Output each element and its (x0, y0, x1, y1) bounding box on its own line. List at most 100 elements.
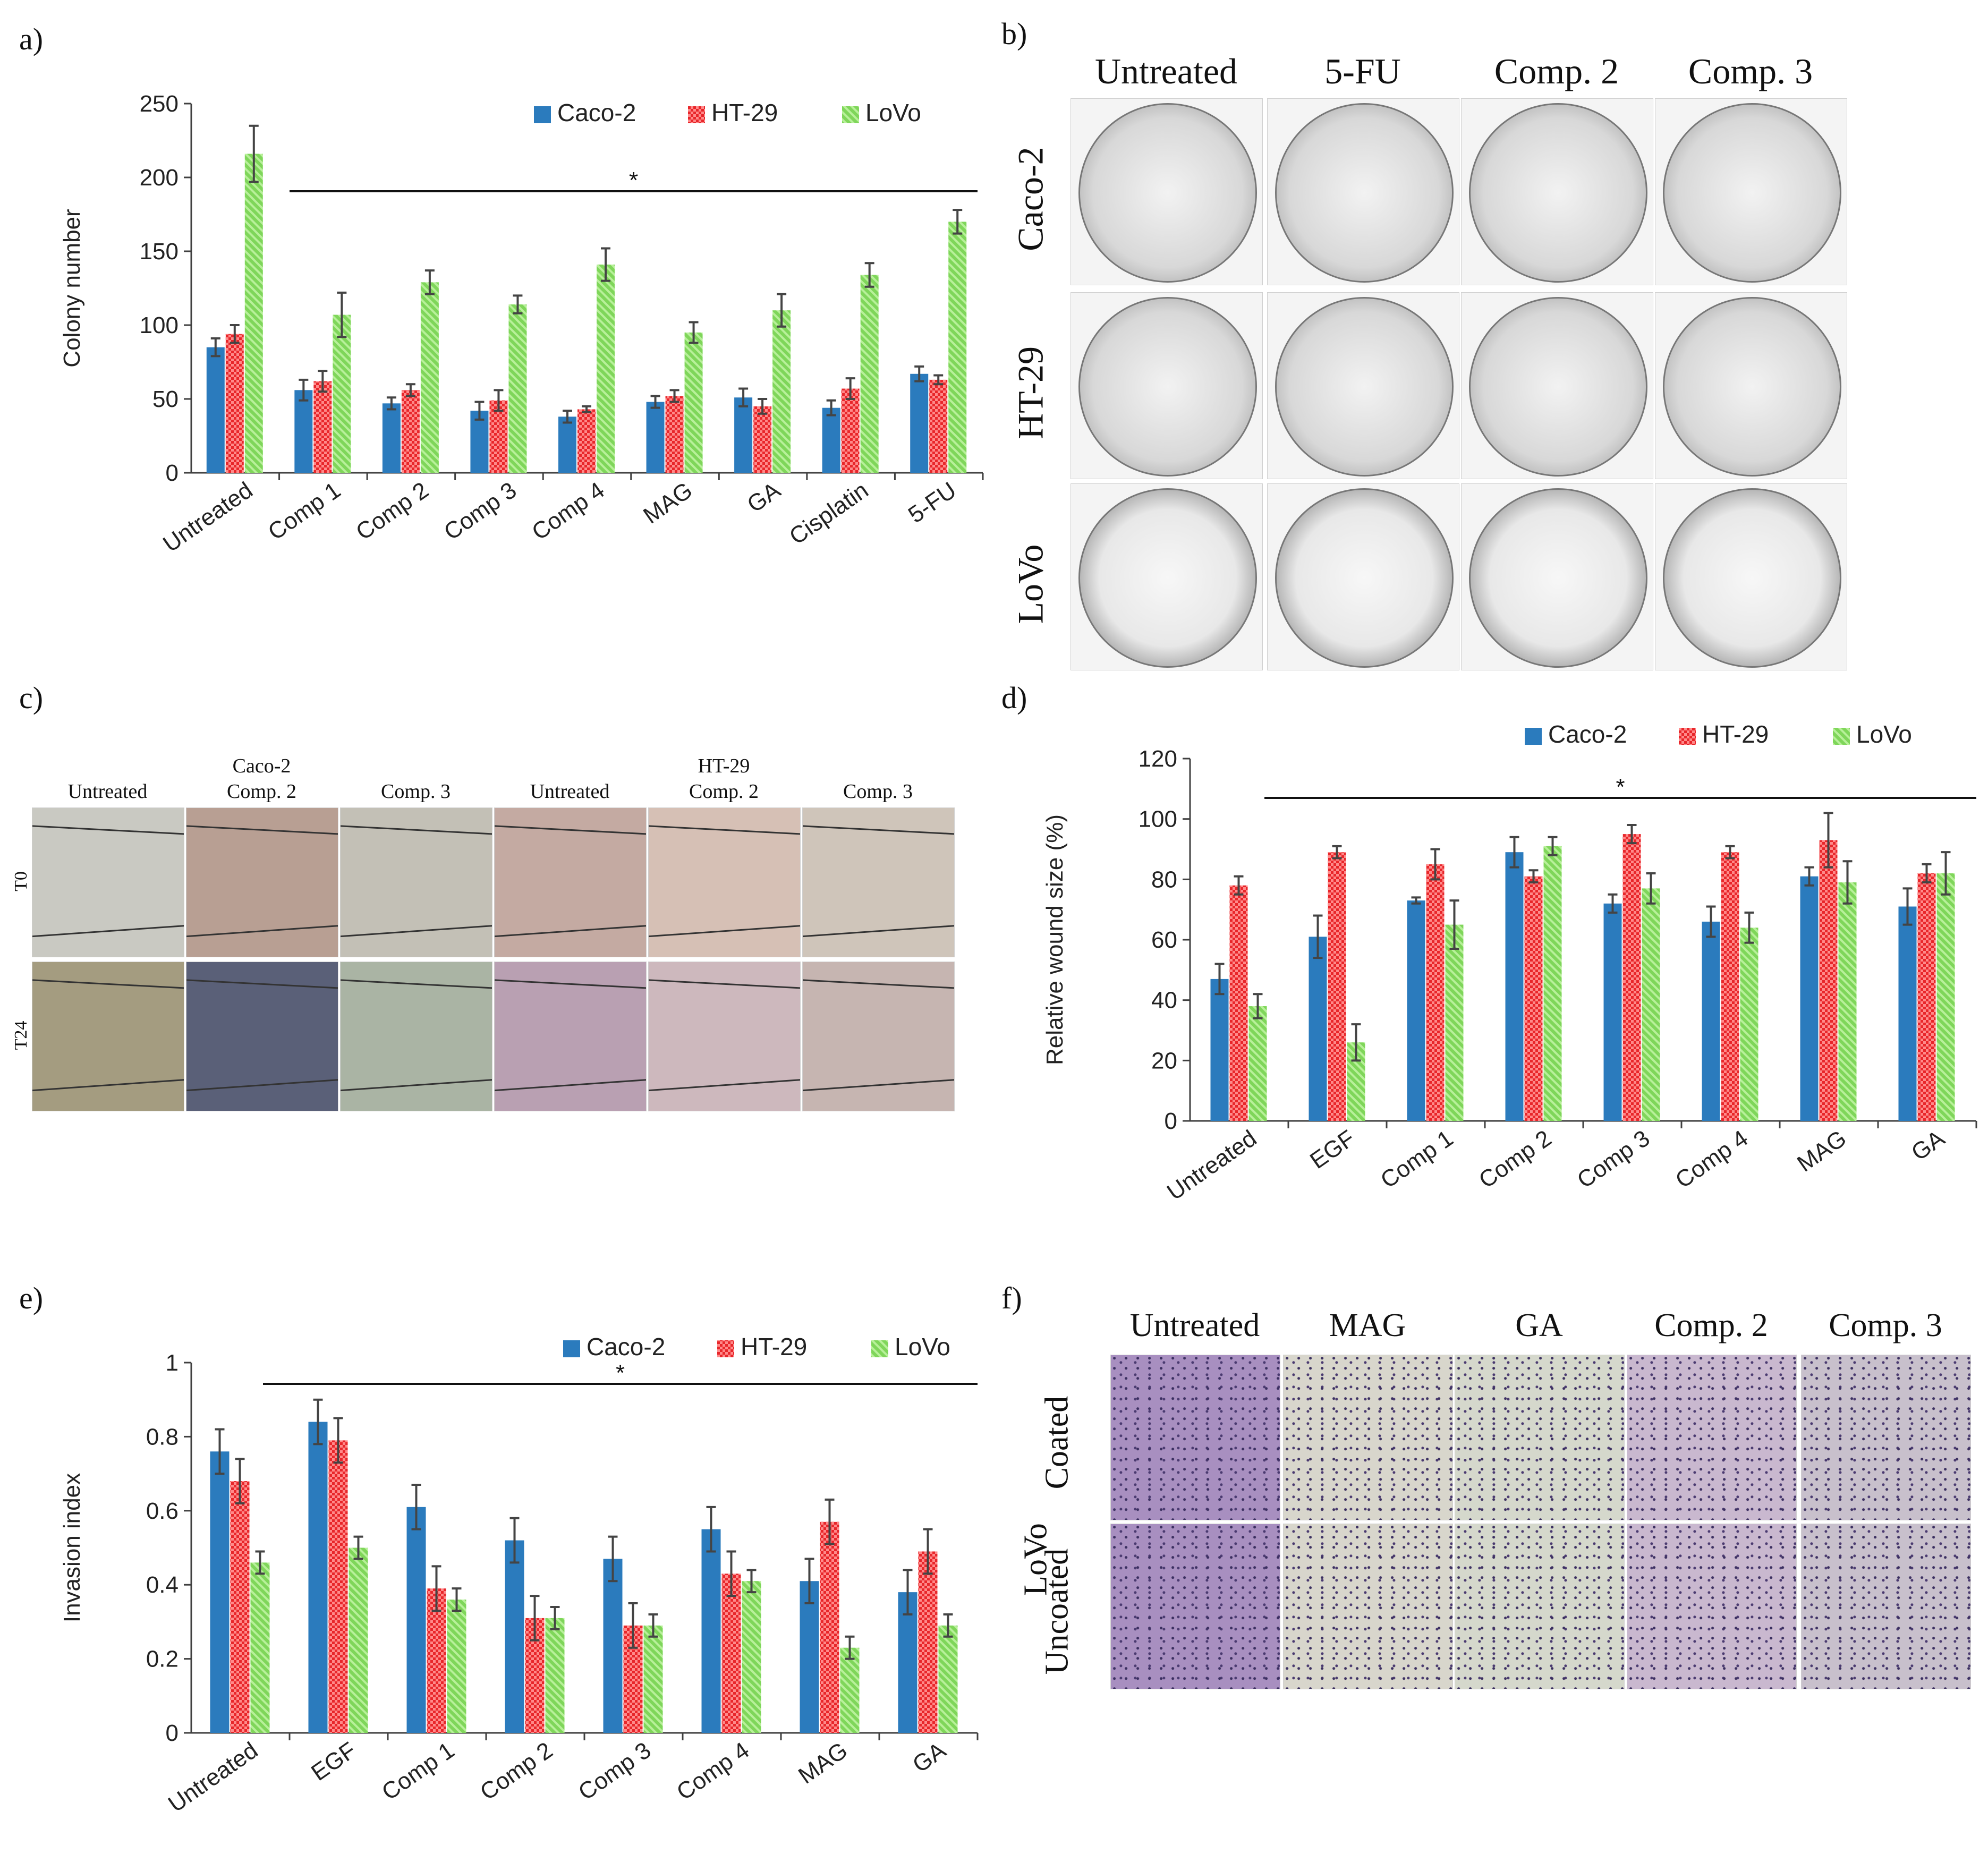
bar-caco-2-cisplatin (822, 407, 840, 473)
bar-caco-2-comp-2 (382, 403, 401, 473)
legend-label: LoVo (1856, 720, 1912, 748)
y-tick-label: 0 (166, 1720, 179, 1746)
group-label-ht29: HT-29 (698, 755, 750, 777)
bar-caco-2-ga (734, 397, 753, 473)
bar-ht-29-comp-4 (577, 409, 596, 473)
x-tick-label: Comp 3 (439, 477, 521, 546)
bar-caco-2-mag (646, 402, 665, 473)
invasion-micrograph-grid: Untreated MAG GA Comp. 2 Comp. 3 LoVo Coated Un… (1009, 1296, 1988, 1806)
legend-swatch (534, 106, 551, 123)
wound-edge-line (803, 1078, 954, 1092)
wound-edge-line (803, 824, 954, 836)
x-tick-label: Comp 3 (1573, 1125, 1654, 1194)
colony-plate-image (1071, 483, 1263, 670)
wound-edge-line (649, 824, 800, 836)
y-tick-label: 200 (140, 165, 179, 191)
invasion-column-header: MAG (1329, 1307, 1406, 1343)
x-tick-label: EGF (307, 1737, 361, 1786)
bar-caco-2-comp-1 (1407, 900, 1425, 1121)
x-tick-label: MAG (1792, 1125, 1851, 1177)
invasion-micrograph (1627, 1355, 1797, 1520)
legend-label: Caco-2 (1548, 720, 1627, 748)
wound-edge-line (649, 1078, 800, 1092)
culture-dish (1663, 297, 1841, 477)
plate-row-header: LoVo (1010, 544, 1051, 624)
invasion-micrograph (1283, 1355, 1453, 1520)
wound-edge-line (32, 1078, 184, 1092)
invasion-column-header: GA (1515, 1307, 1563, 1343)
panel-a-letter: a) (19, 22, 44, 56)
wound-micrograph (494, 962, 647, 1111)
bar-lovo-untreated (250, 1562, 270, 1733)
colony-plate-image (1267, 292, 1459, 479)
invasion-index-chart: 0 0.2 0.4 0.6 0.8 1 Invasion index Untreated EGF… (59, 1333, 979, 1817)
legend-swatch (871, 1340, 888, 1357)
wound-edge-line (495, 824, 646, 836)
legend-label: LoVo (865, 99, 921, 126)
x-tick-label: 5-FU (904, 477, 961, 528)
bar-lovo-comp-3 (508, 304, 527, 473)
y-tick-label: 60 (1151, 927, 1177, 953)
wound-micrograph (648, 807, 801, 957)
invasion-micrograph (1627, 1524, 1797, 1689)
wound-edge-line (186, 1078, 338, 1092)
x-tick-label: MAG (639, 477, 697, 529)
wound-micrograph (32, 807, 184, 957)
bar-caco-2-ga (1898, 906, 1917, 1121)
x-tick-label: Untreated (1162, 1125, 1261, 1205)
bar-ht-29-comp-2 (401, 390, 420, 473)
wound-edge-line (186, 824, 338, 836)
culture-dish (1078, 488, 1257, 668)
bar-lovo-comp-1 (333, 314, 351, 473)
bar-lovo-egf (349, 1547, 368, 1733)
wound-column-header: Untreated (67, 780, 148, 803)
bar-lovo-ga (938, 1625, 958, 1733)
wound-healing-grid: Caco-2 HT-29 Untreated Comp. 2 Comp. 3 Untrea… (11, 754, 993, 1147)
x-tick-label: GA (908, 1737, 951, 1778)
wound-micrograph (802, 807, 955, 957)
bar-ht-29-untreated (1229, 885, 1248, 1121)
legend-swatch (842, 106, 859, 123)
y-tick-label: 80 (1151, 866, 1177, 892)
bar-lovo-comp-3 (1642, 888, 1660, 1121)
bar-caco-2-comp-2 (505, 1540, 524, 1733)
bar-lovo-mag (684, 332, 703, 473)
wound-edge-line (495, 979, 646, 990)
culture-dish (1469, 103, 1647, 283)
wound-edge-line (495, 924, 646, 938)
x-tick-label: Comp 4 (527, 477, 609, 546)
y-tick-label: 100 (1139, 806, 1177, 832)
x-tick-label: Comp 4 (672, 1737, 754, 1806)
bar-lovo-comp-4 (597, 265, 615, 473)
panel-c-letter: c) (19, 681, 44, 715)
invasion-row-header: Uncoated (1039, 1548, 1075, 1675)
colony-plate-image (1461, 292, 1653, 479)
bar-ht-29-comp-2 (1524, 876, 1543, 1121)
wound-column-header: Comp. 3 (381, 780, 451, 803)
bar-lovo-untreated (1248, 1006, 1267, 1121)
bar-lovo-comp-4 (1740, 928, 1758, 1121)
wound-edge-line (803, 924, 954, 938)
wound-edge-line (32, 924, 184, 938)
legend-label: LoVo (895, 1333, 950, 1360)
bar-ht-29-comp-3 (489, 400, 508, 473)
wound-micrograph (32, 962, 184, 1111)
invasion-micrograph (1110, 1355, 1280, 1520)
culture-dish (1275, 488, 1454, 668)
x-tick-label: Untreated (158, 477, 257, 557)
bar-ht-29-comp-1 (1426, 864, 1445, 1121)
bar-caco-2-ga (898, 1592, 917, 1733)
bar-ht-29-comp-4 (1721, 852, 1739, 1121)
x-tick-label: Comp 1 (377, 1737, 459, 1806)
bar-caco-2-untreated (210, 1451, 230, 1733)
plate-column-header: Comp. 2 (1494, 51, 1619, 91)
bar-lovo-comp-2 (1543, 846, 1562, 1121)
culture-dish (1469, 297, 1647, 477)
group-label-caco2: Caco-2 (232, 755, 291, 777)
bar-caco-2-mag (800, 1581, 819, 1733)
legend-label: Caco-2 (587, 1333, 665, 1360)
wound-row-header: T0 (11, 871, 31, 891)
wound-edge-line (495, 1078, 646, 1092)
bar-lovo-untreated (244, 154, 263, 473)
y-tick-label: 20 (1151, 1048, 1177, 1074)
